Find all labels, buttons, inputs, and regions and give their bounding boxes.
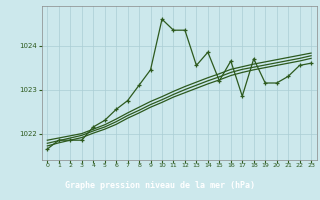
Text: Graphe pression niveau de la mer (hPa): Graphe pression niveau de la mer (hPa) <box>65 181 255 190</box>
